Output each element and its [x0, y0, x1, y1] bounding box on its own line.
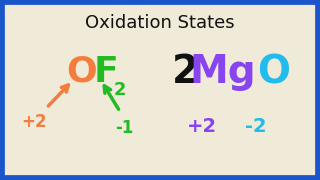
- Text: O: O: [66, 55, 97, 89]
- Text: +2: +2: [21, 113, 46, 131]
- Text: -1: -1: [116, 119, 134, 137]
- Text: O: O: [257, 53, 290, 91]
- Text: Oxidation States: Oxidation States: [85, 14, 235, 32]
- Text: -2: -2: [245, 116, 267, 136]
- Text: 2: 2: [172, 53, 199, 91]
- Text: F: F: [93, 55, 118, 89]
- Text: 2: 2: [114, 81, 126, 99]
- Text: Mg: Mg: [189, 53, 256, 91]
- Text: +2: +2: [187, 116, 217, 136]
